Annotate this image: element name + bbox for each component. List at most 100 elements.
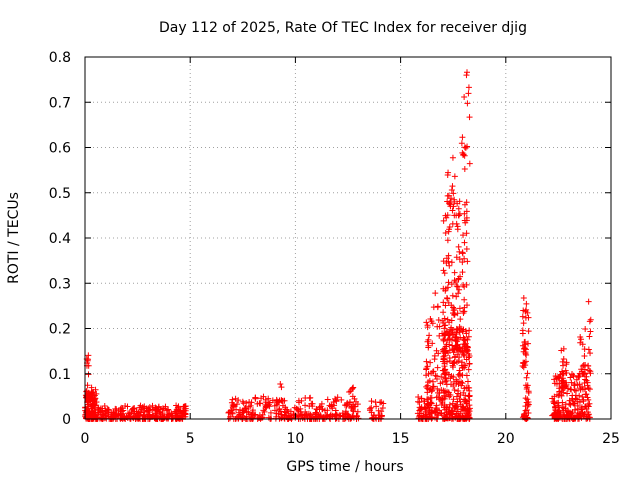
- data-point: [461, 93, 468, 100]
- data-point: [446, 354, 453, 361]
- data-point: [466, 327, 473, 334]
- data-point: [464, 378, 471, 385]
- data-point: [586, 333, 593, 340]
- data-point: [525, 328, 532, 335]
- data-point: [152, 411, 159, 418]
- data-point: [242, 405, 249, 412]
- data-point: [239, 398, 246, 405]
- data-point: [449, 183, 456, 190]
- data-point: [584, 409, 591, 416]
- data-point: [440, 309, 447, 316]
- x-tick-label: 0: [81, 431, 90, 447]
- data-point: [133, 408, 140, 415]
- data-point: [428, 370, 435, 377]
- data-point: [441, 315, 448, 322]
- data-point: [519, 342, 526, 349]
- data-point: [450, 190, 457, 197]
- data-point: [252, 411, 259, 418]
- data-point: [458, 382, 465, 389]
- data-point: [425, 336, 432, 343]
- data-point: [287, 408, 294, 415]
- data-point: [454, 338, 461, 345]
- data-point: [281, 412, 288, 419]
- data-point: [89, 391, 96, 398]
- data-point: [576, 399, 583, 406]
- data-point: [449, 292, 456, 299]
- data-point: [580, 370, 587, 377]
- data-point: [520, 295, 527, 302]
- data-point: [447, 199, 454, 206]
- data-point: [580, 398, 587, 405]
- data-point: [100, 411, 107, 418]
- data-point: [524, 396, 531, 403]
- data-point: [522, 362, 529, 369]
- data-point: [252, 395, 259, 402]
- data-point: [551, 400, 558, 407]
- data-point: [442, 230, 449, 237]
- data-point: [425, 379, 432, 386]
- data-point: [423, 383, 430, 390]
- y-tick-label: 0.3: [49, 276, 71, 292]
- data-point: [290, 411, 297, 418]
- data-point: [560, 389, 567, 396]
- data-point: [372, 399, 379, 406]
- data-point: [318, 413, 325, 420]
- data-point: [583, 373, 590, 380]
- data-point: [296, 412, 303, 419]
- data-point: [465, 333, 472, 340]
- data-point: [453, 403, 460, 410]
- data-point: [375, 407, 382, 414]
- data-point: [436, 323, 443, 330]
- data-point: [126, 410, 133, 417]
- data-point: [426, 407, 433, 414]
- data-point: [448, 259, 455, 266]
- data-point: [266, 403, 273, 410]
- data-point: [229, 396, 236, 403]
- data-point: [271, 402, 278, 409]
- data-point: [349, 385, 356, 392]
- data-point: [465, 412, 472, 419]
- data-point: [267, 409, 274, 416]
- data-point: [465, 90, 472, 97]
- data-point: [432, 372, 439, 379]
- data-point: [461, 283, 468, 290]
- y-tick-label: 0.2: [49, 322, 71, 338]
- data-point: [581, 413, 588, 420]
- data-point: [443, 329, 450, 336]
- data-point: [445, 279, 452, 286]
- data-point: [450, 345, 457, 352]
- data-point: [461, 352, 468, 359]
- data-point: [433, 347, 440, 354]
- data-point: [453, 293, 460, 300]
- data-point: [464, 258, 471, 265]
- data-point: [427, 359, 434, 366]
- data-point: [587, 350, 594, 357]
- data-point: [85, 356, 92, 363]
- data-point: [519, 327, 526, 334]
- data-point: [447, 375, 454, 382]
- data-point: [313, 405, 320, 412]
- data-point: [451, 173, 458, 180]
- data-point: [521, 339, 528, 346]
- data-point: [454, 378, 461, 385]
- x-tick-label: 15: [392, 431, 410, 447]
- data-point: [524, 370, 531, 377]
- data-point: [170, 415, 177, 422]
- data-point: [585, 363, 592, 370]
- data-point: [278, 411, 285, 418]
- data-point: [586, 318, 593, 325]
- data-point: [466, 387, 473, 394]
- data-point: [563, 359, 570, 366]
- data-point: [368, 398, 375, 405]
- data-point: [443, 259, 450, 266]
- chart-title: Day 112 of 2025, Rate Of TEC Index for r…: [159, 20, 527, 36]
- data-point: [444, 316, 451, 323]
- data-point: [551, 380, 558, 387]
- data-point: [433, 402, 440, 409]
- data-point: [316, 404, 323, 411]
- data-point: [440, 346, 447, 353]
- x-tick-label: 20: [497, 431, 515, 447]
- data-point: [349, 393, 356, 400]
- data-point: [322, 412, 329, 419]
- data-point: [463, 400, 470, 407]
